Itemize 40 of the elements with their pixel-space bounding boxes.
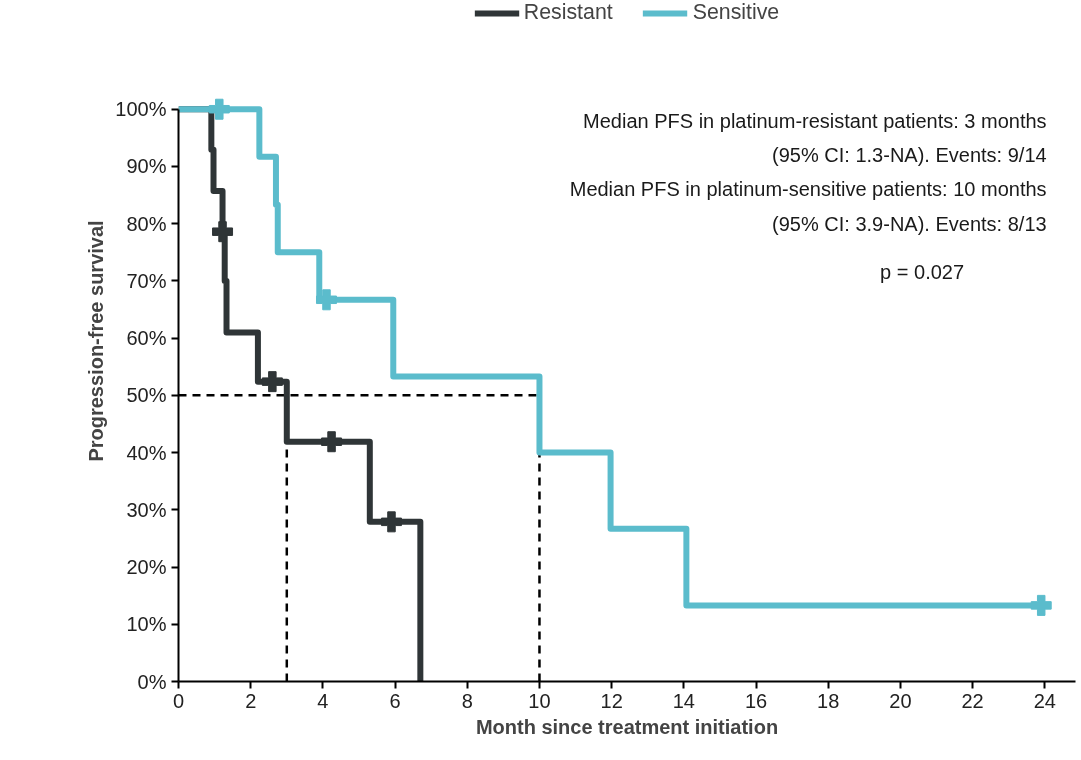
x-tick-label: 10 bbox=[528, 689, 551, 712]
point bbox=[1030, 594, 1052, 616]
x-tick-label: 20 bbox=[889, 689, 912, 712]
y-tick-label: 90% bbox=[126, 155, 167, 178]
legend-label: Resistant bbox=[523, 0, 613, 25]
y-tick-label: 30% bbox=[126, 498, 167, 521]
point bbox=[316, 289, 337, 311]
point bbox=[212, 221, 234, 243]
point bbox=[321, 431, 343, 453]
x-tick-label: 18 bbox=[817, 689, 840, 712]
point bbox=[208, 98, 230, 120]
x-tick-label: 24 bbox=[1033, 689, 1056, 712]
y-tick-label: 10% bbox=[126, 613, 167, 636]
x-axis-title: Month since treatment initiation bbox=[475, 715, 779, 738]
y-tick-label: 60% bbox=[126, 327, 167, 350]
y-tick-label: 20% bbox=[126, 556, 167, 579]
y-tick-label: 40% bbox=[126, 441, 167, 464]
annotation: Median PFS in platinum-sensitive patients: 10 months bbox=[569, 178, 1047, 201]
point bbox=[380, 511, 402, 533]
point bbox=[261, 371, 283, 393]
annotation: (95% CI: 3.9-NA). Events: 8/13 bbox=[772, 212, 1047, 235]
y-axis-title: Progression-free survival bbox=[85, 220, 108, 462]
x-tick-label: 14 bbox=[672, 689, 695, 712]
x-tick-label: 6 bbox=[389, 689, 401, 712]
y-tick-label: 50% bbox=[126, 384, 167, 407]
annotation: Median PFS in platinum-resistant patients: 3 months bbox=[583, 109, 1047, 132]
y-tick-label: 0% bbox=[137, 670, 167, 693]
y-tick-label: 70% bbox=[126, 269, 167, 292]
annotation: (95% CI: 1.3-NA). Events: 9/14 bbox=[772, 144, 1047, 167]
annotation: p = 0.027 bbox=[880, 261, 965, 284]
y-tick-label: 80% bbox=[126, 212, 167, 235]
x-tick-label: 12 bbox=[600, 689, 623, 712]
x-tick-label: 8 bbox=[461, 689, 473, 712]
y-tick-label: 100% bbox=[115, 98, 167, 121]
legend-label: Sensitive bbox=[692, 0, 780, 25]
x-tick-label: 0 bbox=[172, 689, 185, 712]
x-tick-label: 4 bbox=[317, 689, 329, 712]
x-tick-label: 16 bbox=[744, 689, 768, 712]
x-tick-label: 22 bbox=[961, 689, 984, 712]
x-tick-label: 2 bbox=[245, 689, 257, 712]
